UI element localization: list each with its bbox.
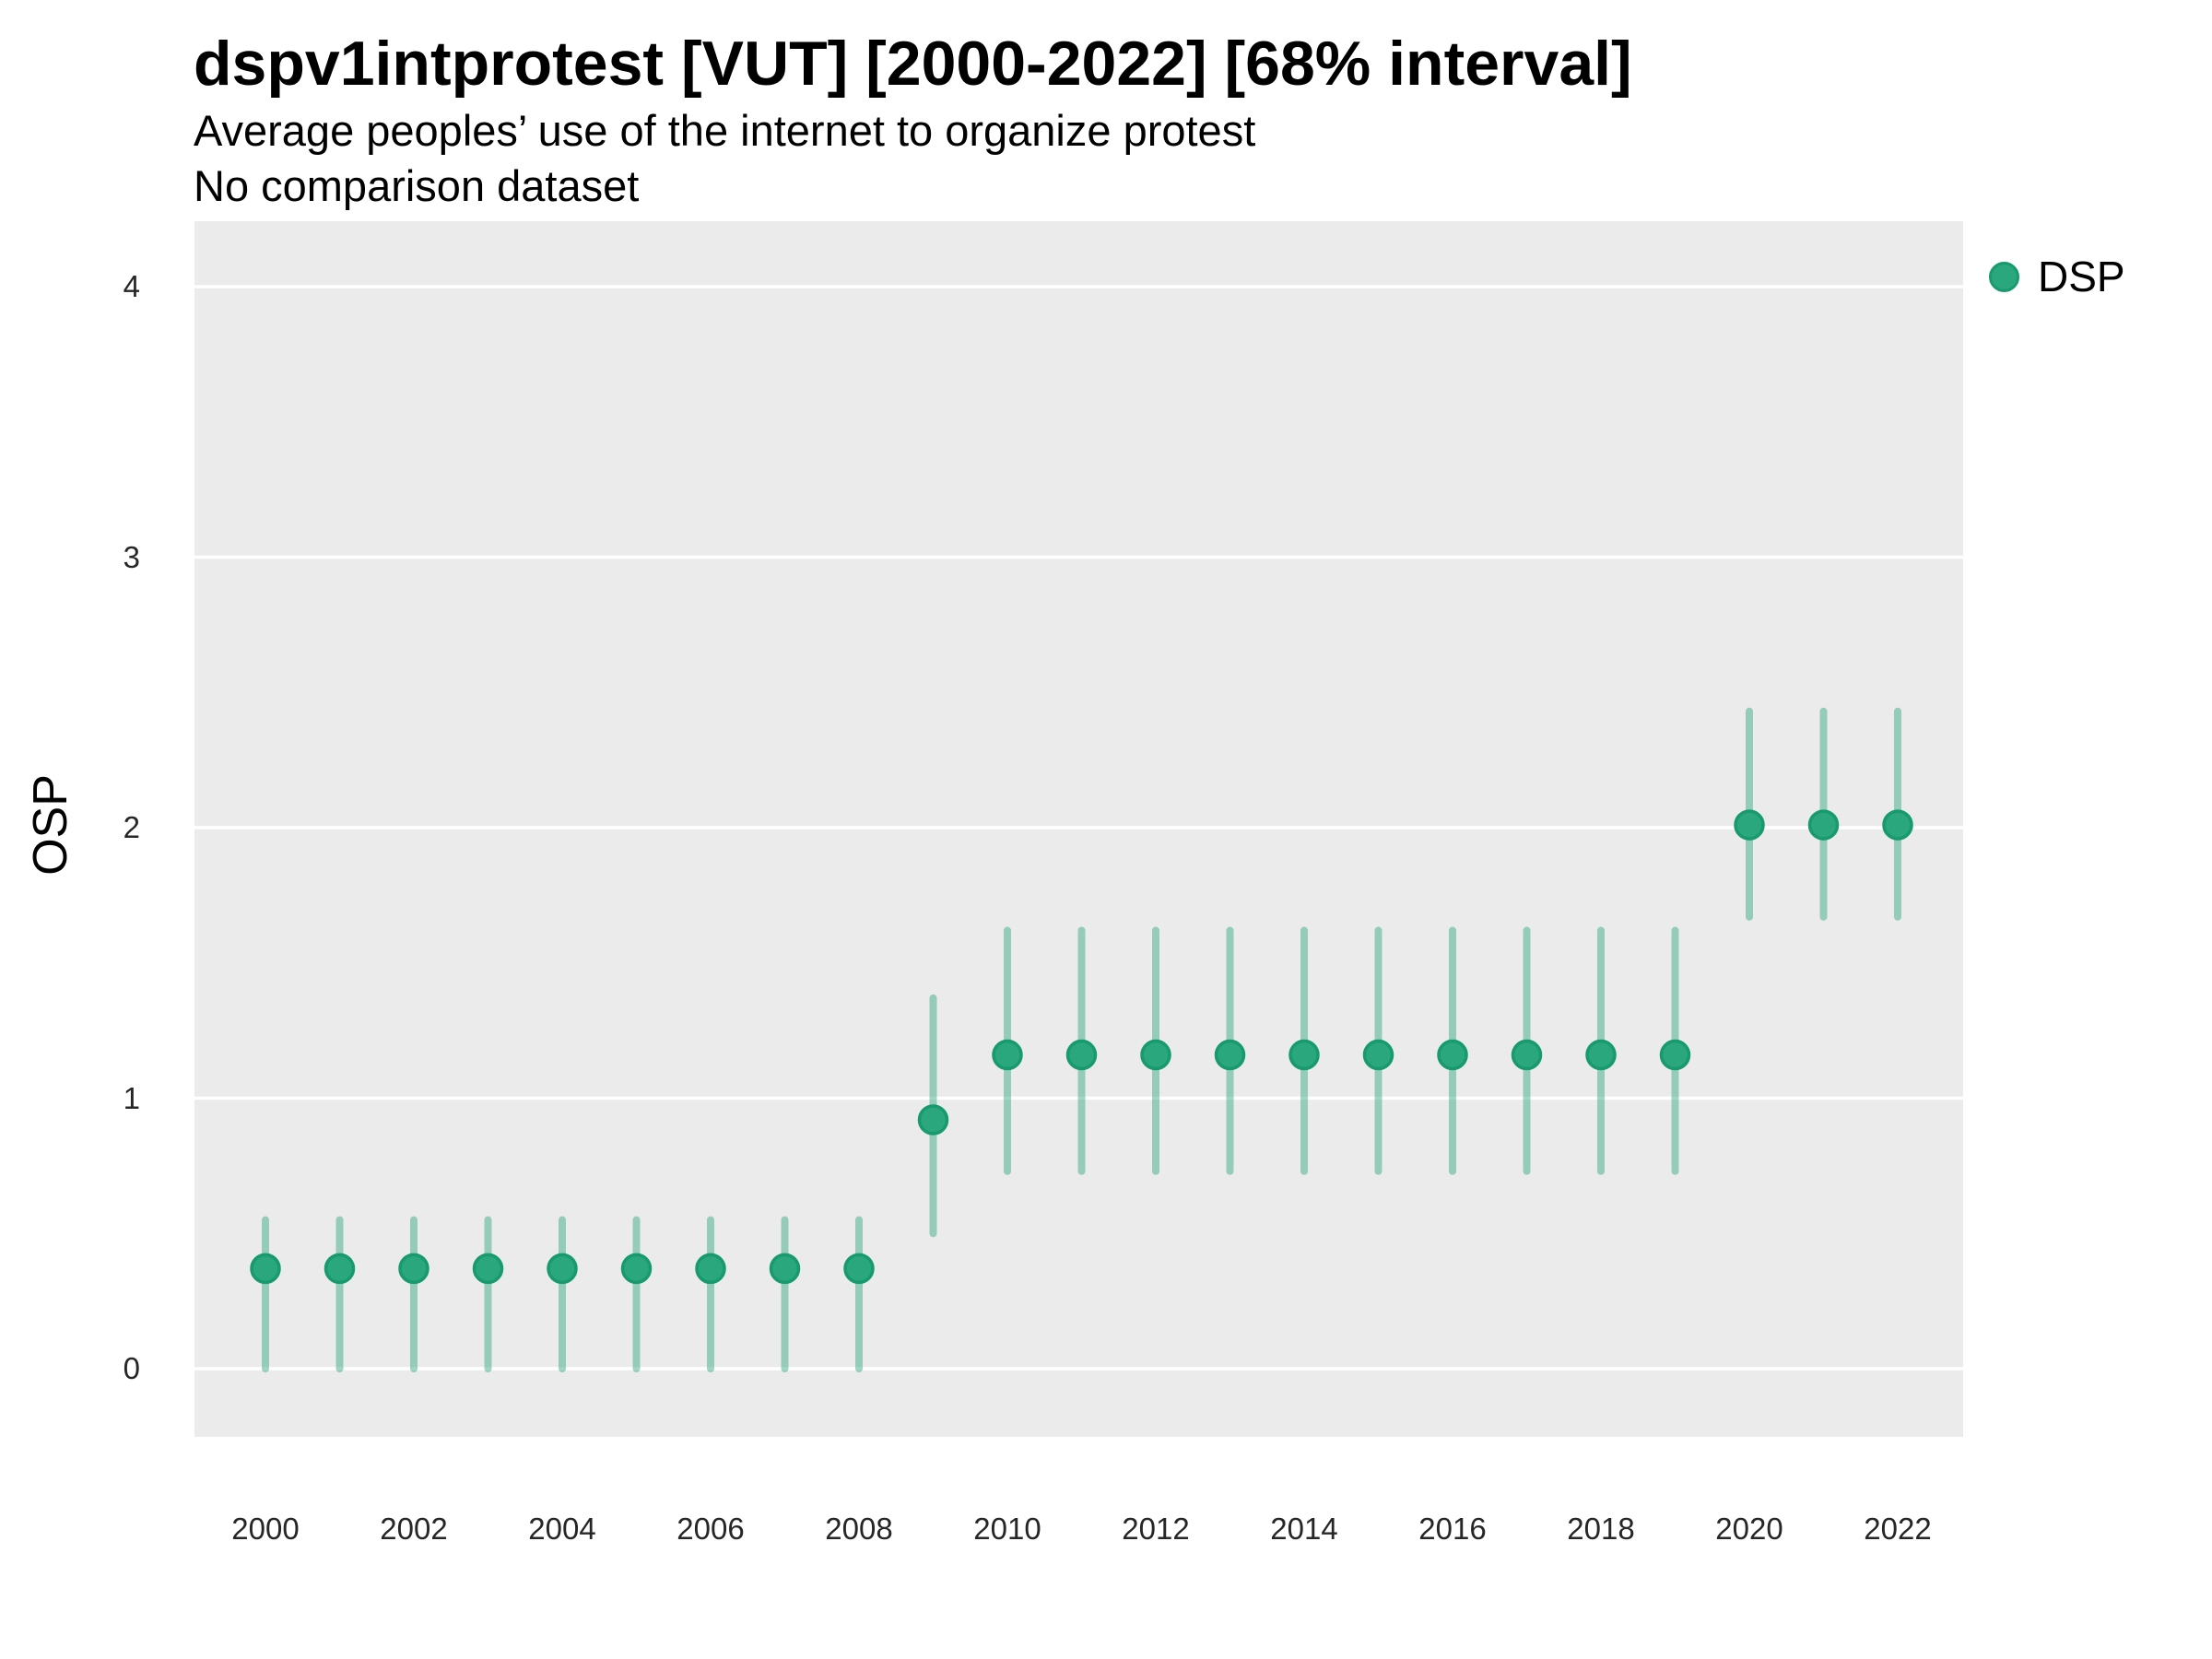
data-point-2004[interactable] [547,1253,578,1285]
y-tick-label-0: 0 [123,1351,140,1385]
data-point-2019[interactable] [1659,1039,1691,1071]
data-point-2005[interactable] [620,1253,653,1285]
plot-panel [194,221,1963,1437]
x-tick-label-2004: 2004 [528,1512,596,1546]
data-point-2015[interactable] [1362,1039,1394,1071]
x-tick-label-2006: 2006 [677,1512,745,1546]
x-tick-label-2002: 2002 [380,1512,448,1546]
data-point-2001[interactable] [324,1253,356,1285]
data-point-2017[interactable] [1511,1039,1543,1071]
legend: DSP [1989,249,2125,304]
data-point-2009[interactable] [917,1104,949,1135]
legend-item-dsp[interactable]: DSP [1989,249,2125,304]
data-point-2021[interactable] [1807,809,1840,841]
data-point-2013[interactable] [1214,1039,1246,1071]
chart-subtitle: Average peoples’ use of the internet to … [194,106,1256,155]
data-point-2000[interactable] [250,1253,281,1285]
data-point-2022[interactable] [1882,809,1913,841]
y-tick-label-4: 4 [123,269,140,303]
x-tick-label-2018: 2018 [1567,1512,1635,1546]
comparison-dataset-note: No comparison dataset [194,161,640,210]
legend-dsp-label: DSP [2038,253,2125,300]
chart-title: dspv1intprotest [VUT] [2000-2022] [68% i… [194,29,1632,99]
data-point-2007[interactable] [769,1253,801,1285]
data-point-2010[interactable] [992,1039,1023,1071]
x-tick-label-2022: 2022 [1864,1512,1932,1546]
data-point-2020[interactable] [1734,809,1765,841]
y-tick-label-1: 1 [123,1080,140,1115]
x-tick-label-2020: 2020 [1715,1512,1783,1546]
x-tick-label-2014: 2014 [1270,1512,1338,1546]
data-point-2014[interactable] [1288,1039,1320,1071]
y-tick-label-3: 3 [123,539,140,574]
legend-dsp-circle-icon [1989,261,2019,292]
data-point-2018[interactable] [1585,1039,1617,1071]
x-tick-label-2010: 2010 [973,1512,1041,1546]
x-tick-label-2008: 2008 [825,1512,893,1546]
data-point-2012[interactable] [1140,1039,1171,1071]
x-tick-label-2012: 2012 [1122,1512,1190,1546]
x-tick-label-2016: 2016 [1418,1512,1487,1546]
data-point-2003[interactable] [472,1253,504,1285]
x-tick-label-2000: 2000 [231,1512,300,1546]
data-point-2002[interactable] [398,1253,429,1285]
data-point-2008[interactable] [843,1253,875,1285]
data-point-2006[interactable] [695,1253,726,1285]
y-tick-label-2: 2 [123,810,140,844]
data-point-2011[interactable] [1065,1039,1098,1071]
data-point-2016[interactable] [1437,1039,1468,1071]
